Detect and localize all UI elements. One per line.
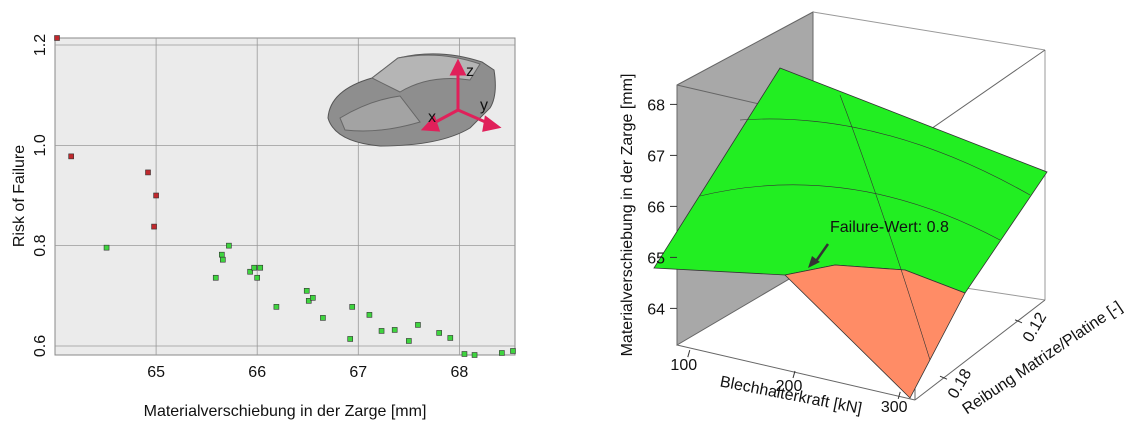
point: [461, 351, 468, 357]
y-tick-label: 1.0: [32, 134, 49, 156]
x-tick: [687, 349, 691, 358]
x-tick: [897, 391, 901, 400]
point: [471, 352, 478, 358]
failure-region: [784, 264, 966, 399]
point: [303, 287, 310, 294]
point: [347, 336, 354, 342]
point: [145, 169, 151, 176]
point: [273, 304, 280, 310]
point: [254, 274, 260, 281]
y-axis-title: Risk of Failure: [11, 145, 28, 247]
grid: [55, 38, 515, 355]
point: [257, 264, 264, 271]
point: [499, 350, 505, 356]
y-tick-label: 0.6: [32, 335, 49, 357]
point: [349, 304, 356, 310]
point: [151, 223, 157, 230]
point: [436, 330, 442, 336]
point: [54, 35, 60, 41]
x-axis-title: Materialverschiebung in der Zarge [mm]: [144, 403, 427, 420]
car-inset: [327, 53, 502, 147]
point: [251, 264, 257, 271]
x-tick-label: 66: [248, 364, 266, 381]
point: [510, 348, 516, 354]
point: [391, 327, 398, 333]
z-tick-label: 64: [647, 301, 665, 318]
z-tick-label: 68: [647, 97, 665, 114]
y-tick-label: 0.12: [1020, 310, 1050, 346]
x-tick-label: 65: [147, 364, 165, 381]
x-tick-label: 200: [776, 378, 803, 395]
point: [305, 298, 312, 304]
y-tick: [1014, 319, 1023, 324]
x-tick-label: 68: [450, 364, 468, 381]
z-tick-label: 67: [647, 148, 665, 165]
inset-axis-label: z: [466, 63, 474, 80]
y-tick: [939, 375, 948, 380]
point: [378, 328, 385, 334]
x-tick-label: 67: [349, 364, 367, 381]
z-tick-label: 65: [647, 250, 665, 267]
inset-axis-label: y: [480, 97, 488, 114]
x-tick-label: 100: [670, 357, 697, 374]
point: [247, 268, 253, 275]
point: [406, 338, 412, 344]
point: [366, 312, 373, 318]
x-tick: [792, 370, 796, 379]
point: [226, 242, 232, 249]
point: [68, 153, 74, 160]
z-tick-label: 66: [647, 199, 665, 216]
point: [415, 322, 421, 328]
point: [447, 335, 454, 341]
y-tick-label: 1.2: [32, 34, 49, 56]
annotation-arrowhead: [808, 256, 820, 268]
point: [220, 256, 226, 263]
annotation: Failure-Wert: 0.8: [830, 219, 949, 236]
point: [219, 251, 225, 258]
point: [310, 295, 316, 301]
y-tick-label: 0.8: [32, 234, 49, 256]
point: [212, 274, 219, 281]
point: [153, 192, 159, 199]
surface-mesh: [699, 94, 1031, 361]
x-tick-label: 300: [881, 399, 908, 416]
inset-axis-label: x: [428, 109, 436, 126]
z-axis-title: Materialverschiebung in der Zarge [mm]: [619, 74, 636, 357]
point: [320, 315, 326, 321]
point: [103, 244, 110, 251]
